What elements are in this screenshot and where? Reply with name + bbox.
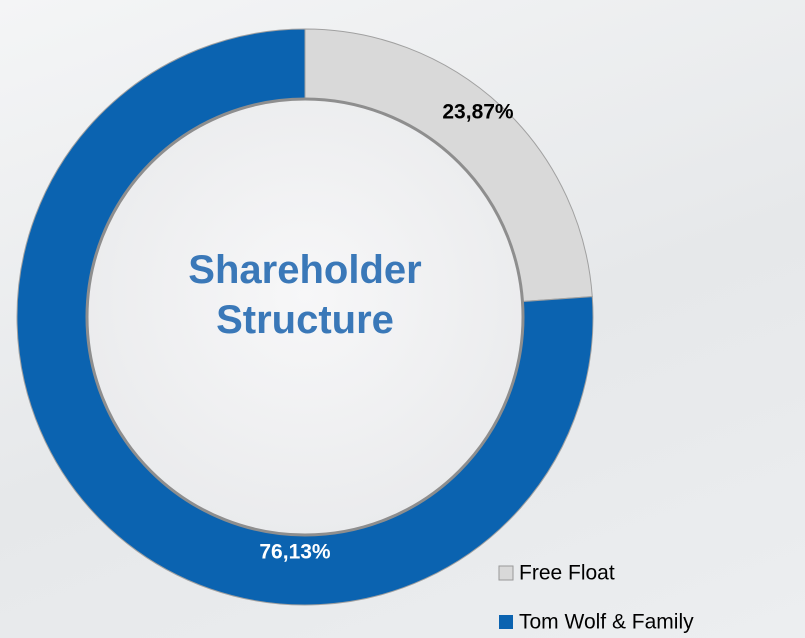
legend-swatch — [498, 565, 514, 581]
legend-label: Tom Wolf & Family — [519, 611, 694, 634]
chart-title: Shareholder Structure — [188, 248, 422, 342]
legend-swatch — [499, 615, 513, 629]
data-label: 76,13% — [259, 541, 331, 564]
legend-label: Free Float — [519, 562, 615, 585]
donut-hole — [85, 97, 525, 537]
data-label: 23,87% — [442, 101, 514, 124]
